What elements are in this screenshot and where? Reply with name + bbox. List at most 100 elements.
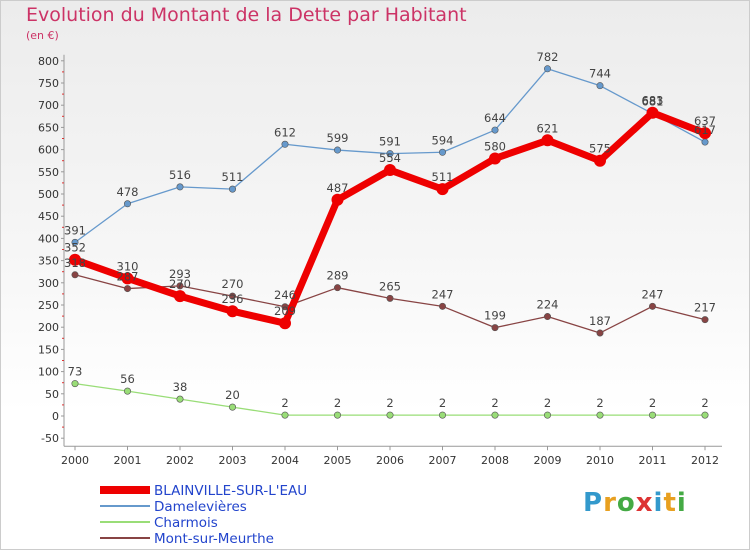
data-point	[543, 65, 551, 73]
legend-label: Charmois	[154, 515, 218, 531]
data-label: 20	[225, 388, 240, 402]
logo-letter: o	[616, 488, 636, 518]
data-point	[229, 403, 237, 411]
data-point	[333, 146, 341, 154]
data-label: 391	[64, 223, 86, 237]
data-label: 599	[327, 131, 349, 145]
logo-letter: x	[635, 488, 654, 518]
data-point	[648, 302, 656, 310]
data-label: 187	[589, 314, 611, 328]
y-tick-label: 300	[38, 277, 59, 290]
data-label: 289	[327, 269, 349, 283]
data-point	[701, 138, 709, 146]
y-tick-label: 600	[38, 144, 59, 157]
x-tick-label: 2004	[271, 454, 299, 467]
data-point	[124, 387, 132, 395]
x-tick-label: 2010	[586, 454, 614, 467]
data-point	[229, 292, 237, 300]
data-label: 612	[274, 125, 296, 139]
data-point	[69, 253, 81, 266]
data-label: 2	[439, 396, 446, 410]
data-label: 247	[642, 287, 664, 301]
data-label: 575	[589, 142, 611, 156]
data-point	[333, 411, 341, 419]
data-point	[596, 411, 604, 419]
y-tick-label: 550	[38, 166, 59, 179]
legend-swatch	[100, 486, 150, 494]
data-label: 310	[117, 259, 139, 273]
data-point	[281, 140, 289, 148]
data-label: 199	[484, 309, 506, 323]
data-label: 56	[120, 372, 135, 386]
data-point	[491, 324, 499, 332]
legend-label: Damelevières	[154, 499, 247, 515]
y-tick-label: 650	[38, 121, 59, 134]
x-tick-label: 2011	[639, 454, 667, 467]
data-label: 217	[694, 301, 716, 315]
x-tick-label: 2006	[376, 454, 404, 467]
logo-letter: t	[663, 488, 677, 518]
data-point	[648, 411, 656, 419]
data-label: 209	[274, 304, 296, 318]
data-label: 224	[537, 298, 559, 312]
x-tick-label: 2007	[429, 454, 457, 467]
data-point	[71, 271, 79, 279]
data-point	[438, 411, 446, 419]
data-point	[386, 411, 394, 419]
data-label: 580	[484, 139, 506, 153]
data-label: 516	[169, 168, 191, 182]
data-point	[71, 380, 79, 388]
data-point	[71, 238, 79, 246]
data-point	[491, 126, 499, 134]
y-tick-label: 250	[38, 299, 59, 312]
data-point	[543, 313, 551, 321]
y-tick-label: 50	[45, 388, 59, 401]
data-label: 594	[432, 133, 454, 147]
data-point	[174, 290, 186, 303]
proxiti-logo: Proxiti	[583, 488, 687, 518]
x-tick-label: 2012	[691, 454, 719, 467]
data-point	[176, 183, 184, 191]
y-tick-label: 800	[38, 55, 59, 68]
data-label: 2	[701, 396, 708, 410]
data-label: 637	[694, 114, 716, 128]
data-point	[436, 183, 449, 196]
data-point	[489, 152, 501, 165]
data-point	[386, 294, 394, 302]
x-tick-label: 2003	[219, 454, 247, 467]
data-label: 2	[386, 396, 393, 410]
data-label: 2	[491, 396, 498, 410]
data-point	[701, 316, 709, 324]
data-label: 293	[169, 267, 191, 281]
y-tick-label: 0	[52, 410, 59, 423]
data-point	[386, 150, 394, 158]
x-tick-label: 2005	[324, 454, 352, 467]
data-label: 644	[484, 111, 506, 125]
legend-swatch	[100, 505, 150, 507]
y-tick-label: 400	[38, 232, 59, 245]
data-point	[438, 302, 446, 310]
data-label: 554	[379, 151, 401, 165]
data-point	[699, 127, 711, 140]
legend-swatch	[100, 521, 150, 523]
data-point	[333, 284, 341, 292]
data-label: 247	[432, 287, 454, 301]
y-tick-label: 700	[38, 99, 59, 112]
y-tick-label: 500	[38, 188, 59, 201]
data-label: 73	[68, 365, 83, 379]
unit-label: (en €)	[26, 29, 59, 42]
data-point	[646, 106, 659, 119]
data-point	[596, 329, 604, 337]
data-label: 2	[596, 396, 603, 410]
data-point	[331, 193, 344, 206]
data-point	[121, 272, 134, 285]
logo-letter: r	[603, 488, 617, 518]
data-label: 246	[274, 288, 296, 302]
logo-letter: i	[653, 488, 664, 518]
x-tick-label: 2009	[534, 454, 562, 467]
data-label: 487	[327, 181, 349, 195]
y-tick-label: -50	[41, 432, 59, 445]
x-tick-label: 2008	[481, 454, 509, 467]
data-label: 352	[64, 241, 86, 255]
